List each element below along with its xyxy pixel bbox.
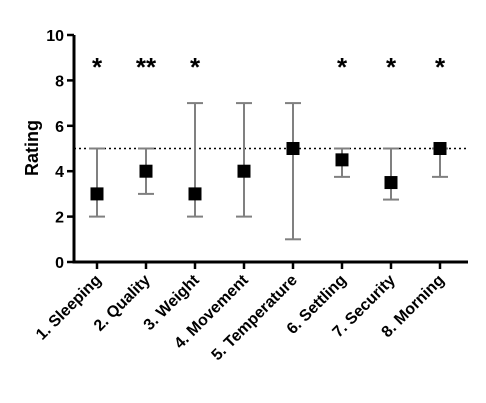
data-point — [335, 153, 349, 167]
significance-label: * — [386, 52, 397, 82]
x-tick-label: 5. Temperature — [209, 272, 301, 364]
y-tick-label: 8 — [55, 73, 64, 90]
y-tick-label: 0 — [55, 255, 64, 272]
significance-label: ** — [136, 52, 157, 82]
y-tick-label: 6 — [55, 119, 64, 136]
y-tick-label: 4 — [55, 164, 64, 181]
y-axis-title: Rating — [22, 120, 42, 176]
significance-label: * — [190, 52, 201, 82]
data-point — [139, 164, 153, 178]
y-tick-label: 10 — [46, 28, 64, 45]
x-tick-label: 1. Sleeping — [33, 272, 105, 344]
significance-label: * — [435, 52, 446, 82]
data-points-layer — [90, 142, 447, 201]
data-point — [237, 164, 251, 178]
data-point — [188, 187, 202, 201]
data-point — [384, 176, 398, 190]
significance-label: * — [92, 52, 103, 82]
data-point — [286, 142, 300, 155]
significance-label: * — [337, 52, 348, 82]
data-point — [433, 142, 447, 155]
axes — [67, 33, 468, 269]
y-tick-label: 2 — [55, 210, 64, 227]
data-point — [90, 187, 104, 201]
